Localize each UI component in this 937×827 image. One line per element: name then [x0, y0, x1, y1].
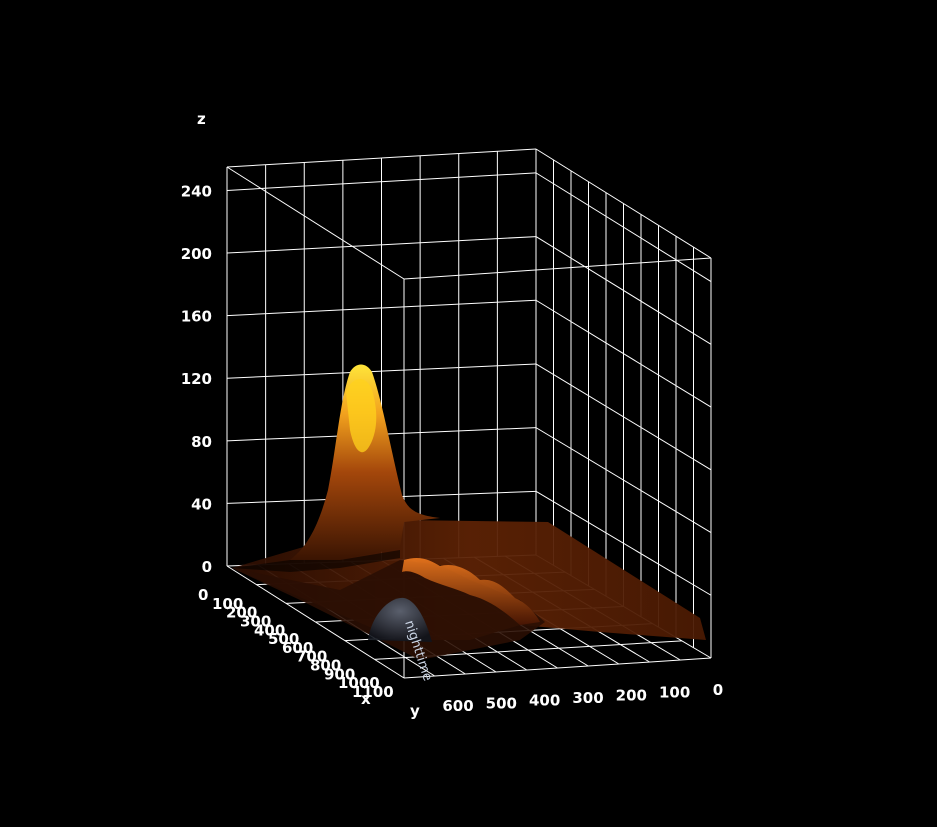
box-top-edge [403, 257, 712, 280]
y-tick-label: 100 [659, 684, 690, 702]
z-tick-label: 0 [202, 558, 212, 576]
y-axis-label: y [410, 702, 420, 720]
x-tick-label: 700 [296, 648, 327, 666]
x-tick-label: 1100 [352, 683, 394, 701]
z-tick-label: 120 [181, 370, 212, 388]
z-tick-labels: 0 40 80 120 160 200 240 [181, 182, 212, 576]
z-axis-label: z [197, 110, 206, 128]
x-tick-label: 400 [254, 621, 285, 639]
surface-peak-glow [346, 378, 377, 453]
y-tick-label: 200 [616, 686, 647, 704]
z-tick-label: 160 [181, 308, 212, 326]
x-tick-label: 800 [310, 657, 341, 675]
y-tick-labels: 600 500 400 300 200 100 0 [442, 681, 723, 715]
x-tick-label: 300 [240, 612, 271, 630]
x-tick-label: 500 [268, 630, 299, 648]
y-tick-label: 300 [572, 689, 603, 707]
box-top-edge [226, 166, 405, 280]
z-tick-label: 40 [191, 495, 212, 513]
y-tick-label: 400 [529, 692, 560, 710]
x-tick-label: 1000 [338, 674, 380, 692]
x-tick-label: 200 [226, 604, 257, 622]
y-tick-label: 0 [713, 681, 723, 699]
y-tick-label: 500 [486, 694, 517, 712]
z-tick-label: 240 [181, 182, 212, 200]
x-tick-label: 100 [212, 595, 243, 613]
z-tick-label: 200 [181, 245, 212, 263]
x-tick-label: 600 [282, 639, 313, 657]
x-tick-label: 900 [324, 665, 355, 683]
surface-ridge-highlight [402, 557, 540, 625]
x-tick-label: 0 [198, 586, 208, 604]
y-tick-label: 600 [442, 697, 473, 715]
surface-peak [290, 364, 440, 560]
surface-shadow [232, 550, 400, 572]
surface-mesh [232, 364, 706, 660]
z-tick-label: 80 [191, 433, 212, 451]
x-axis-label: x [361, 690, 371, 708]
